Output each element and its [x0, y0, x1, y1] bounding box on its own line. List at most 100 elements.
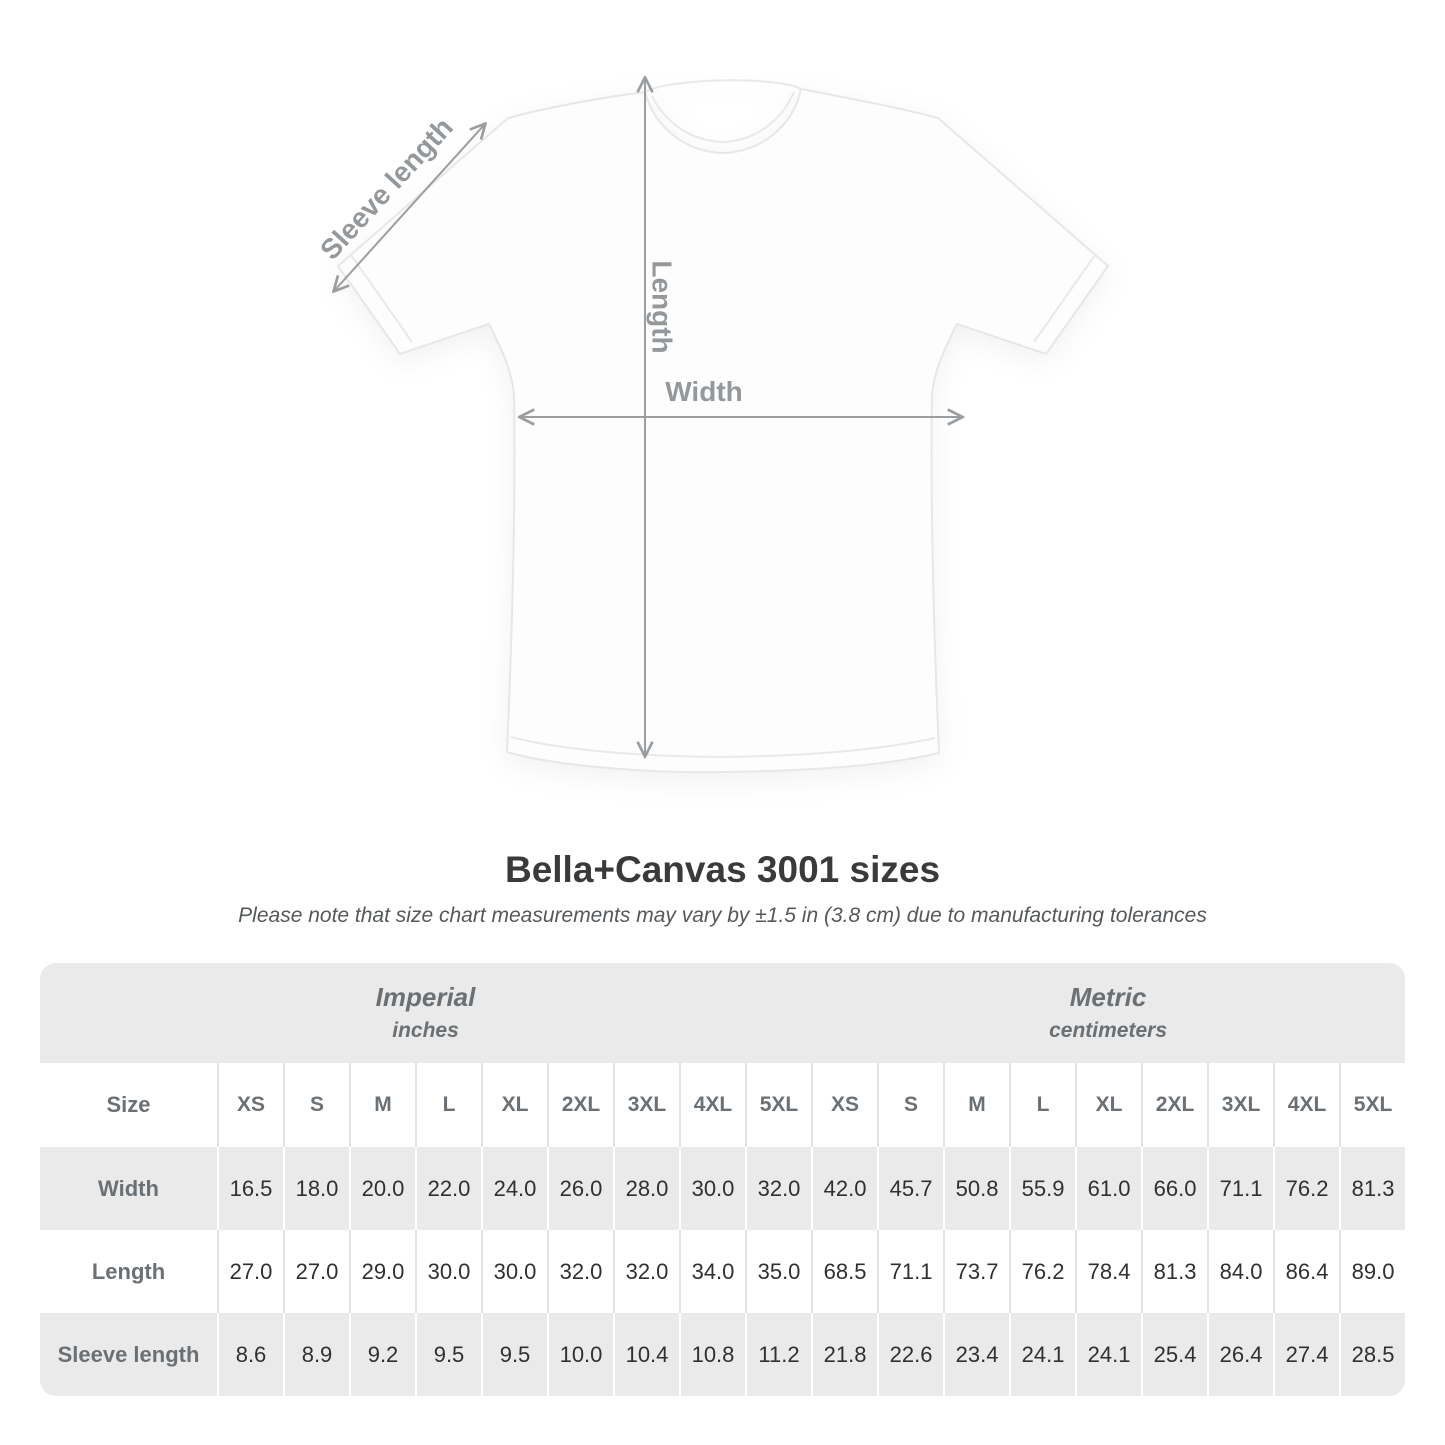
value-cell-metric-2xl: 25.4	[1141, 1313, 1208, 1396]
metric-header-cell: Metric centimeters	[811, 963, 1406, 1063]
value-cell-imperial-xl: 24.0	[481, 1147, 547, 1230]
value-cell-metric-4xl: 86.4	[1273, 1230, 1340, 1313]
value-cell-metric-s: 22.6	[877, 1313, 944, 1396]
size-header-imperial-xl: XL	[481, 1063, 547, 1147]
value-cell-imperial-5xl: 11.2	[745, 1313, 812, 1396]
value-cell-imperial-3xl: 10.4	[613, 1313, 679, 1396]
value-cell-metric-xl: 78.4	[1075, 1230, 1142, 1313]
value-cell-imperial-m: 9.2	[349, 1313, 415, 1396]
value-cell-metric-3xl: 71.1	[1207, 1147, 1274, 1230]
value-cell-metric-xs: 68.5	[811, 1230, 878, 1313]
value-cell-metric-xs: 21.8	[811, 1313, 878, 1396]
value-cell-imperial-s: 8.9	[283, 1313, 349, 1396]
value-cell-imperial-s: 18.0	[283, 1147, 349, 1230]
value-cell-imperial-5xl: 35.0	[745, 1230, 812, 1313]
value-cell-metric-5xl: 28.5	[1339, 1313, 1406, 1396]
value-cell-imperial-m: 20.0	[349, 1147, 415, 1230]
value-cell-imperial-5xl: 32.0	[745, 1147, 812, 1230]
size-chart-table: Imperial inches Metric centimeters Size …	[40, 963, 1406, 1396]
measurement-row-width: Width 16.5 18.0 20.0 22.0 24.0 26.0 28.0 30.0 32.…	[40, 1147, 1406, 1230]
collar-inner-seam	[651, 91, 795, 144]
right-cuff-seam	[1033, 254, 1096, 343]
size-header-metric-3xl: 3XL	[1207, 1063, 1274, 1147]
width-label: Width	[665, 376, 743, 407]
value-cell-metric-xl: 61.0	[1075, 1147, 1142, 1230]
value-cell-imperial-s: 27.0	[283, 1230, 349, 1313]
value-cell-imperial-3xl: 32.0	[613, 1230, 679, 1313]
value-cell-metric-4xl: 27.4	[1273, 1313, 1340, 1396]
value-cell-metric-3xl: 84.0	[1207, 1230, 1274, 1313]
value-cell-imperial-xs: 8.6	[217, 1313, 283, 1396]
value-cell-metric-4xl: 76.2	[1273, 1147, 1340, 1230]
tolerance-note: Please note that size chart measurements…	[238, 904, 1207, 927]
row-label: Sleeve length	[40, 1313, 217, 1396]
tshirt-image	[336, 79, 1110, 774]
size-header-imperial-s: S	[283, 1063, 349, 1147]
value-cell-metric-2xl: 81.3	[1141, 1230, 1208, 1313]
value-cell-metric-xs: 42.0	[811, 1147, 878, 1230]
value-cell-imperial-4xl: 10.8	[679, 1313, 745, 1396]
value-cell-imperial-m: 29.0	[349, 1230, 415, 1313]
size-header-metric-m: M	[943, 1063, 1010, 1147]
value-cell-imperial-l: 9.5	[415, 1313, 481, 1396]
value-cell-imperial-3xl: 28.0	[613, 1147, 679, 1230]
size-header-imperial-l: L	[415, 1063, 481, 1147]
value-cell-metric-m: 50.8	[943, 1147, 1010, 1230]
value-cell-metric-m: 73.7	[943, 1230, 1010, 1313]
sleeve-length-arrow	[334, 124, 485, 291]
length-label: Length	[647, 260, 678, 353]
measurement-row-sleeve-length: Sleeve length 8.6 8.9 9.2 9.5 9.5 10.0 10.4 10.8…	[40, 1313, 1406, 1396]
row-label: Width	[40, 1147, 217, 1230]
value-cell-metric-3xl: 26.4	[1207, 1313, 1274, 1396]
page-title: Bella+Canvas 3001 sizes	[504, 849, 941, 890]
size-column-label: Size	[40, 1063, 217, 1147]
size-header-metric-xl: XL	[1075, 1063, 1142, 1147]
value-cell-imperial-xl: 9.5	[481, 1313, 547, 1396]
size-header-imperial-m: M	[349, 1063, 415, 1147]
value-cell-metric-5xl: 89.0	[1339, 1230, 1406, 1313]
imperial-unit-label: Imperial	[375, 982, 476, 1012]
value-cell-imperial-l: 22.0	[415, 1147, 481, 1230]
size-header-row: Size XS S M L XL 2XL 3XL 4XL 5XL XS S M L XL 2XL 3XL 4XL…	[40, 1063, 1406, 1147]
row-label: Length	[40, 1230, 217, 1313]
value-cell-metric-l: 55.9	[1009, 1147, 1076, 1230]
value-cell-metric-5xl: 81.3	[1339, 1147, 1406, 1230]
size-header-imperial-xs: XS	[217, 1063, 283, 1147]
hem-seam	[510, 736, 936, 759]
value-cell-imperial-xs: 16.5	[217, 1147, 283, 1230]
value-cell-imperial-xl: 30.0	[481, 1230, 547, 1313]
value-cell-metric-s: 71.1	[877, 1230, 944, 1313]
size-header-metric-l: L	[1009, 1063, 1076, 1147]
unit-header-row: Imperial inches Metric centimeters	[40, 963, 1406, 1063]
metric-unit-sublabel: centimeters	[1049, 1019, 1167, 1042]
size-header-imperial-5xl: 5XL	[745, 1063, 812, 1147]
value-cell-metric-s: 45.7	[877, 1147, 944, 1230]
value-cell-metric-l: 24.1	[1009, 1313, 1076, 1396]
size-header-imperial-2xl: 2XL	[547, 1063, 613, 1147]
collar-back-seam	[644, 79, 802, 93]
size-header-imperial-3xl: 3XL	[613, 1063, 679, 1147]
value-cell-imperial-xs: 27.0	[217, 1230, 283, 1313]
value-cell-metric-l: 76.2	[1009, 1230, 1076, 1313]
size-header-metric-2xl: 2XL	[1141, 1063, 1208, 1147]
imperial-unit-sublabel: inches	[392, 1019, 459, 1042]
size-header-metric-xs: XS	[811, 1063, 878, 1147]
tshirt-measurement-diagram: Sleeve length Length Width	[314, 0, 1110, 774]
size-header-metric-4xl: 4XL	[1273, 1063, 1340, 1147]
value-cell-imperial-4xl: 30.0	[679, 1147, 745, 1230]
size-header-metric-s: S	[877, 1063, 944, 1147]
size-header-imperial-4xl: 4XL	[679, 1063, 745, 1147]
metric-unit-label: Metric	[1069, 982, 1147, 1012]
value-cell-imperial-2xl: 26.0	[547, 1147, 613, 1230]
value-cell-imperial-l: 30.0	[415, 1230, 481, 1313]
value-cell-imperial-2xl: 10.0	[547, 1313, 613, 1396]
value-cell-metric-m: 23.4	[943, 1313, 1010, 1396]
size-header-metric-5xl: 5XL	[1339, 1063, 1406, 1147]
value-cell-metric-xl: 24.1	[1075, 1313, 1142, 1396]
measurement-row-length: Length 27.0 27.0 29.0 30.0 30.0 32.0 32.0 34.0 35…	[40, 1230, 1406, 1313]
imperial-header-cell: Imperial inches	[40, 963, 812, 1063]
value-cell-imperial-4xl: 34.0	[679, 1230, 745, 1313]
value-cell-metric-2xl: 66.0	[1141, 1147, 1208, 1230]
value-cell-imperial-2xl: 32.0	[547, 1230, 613, 1313]
